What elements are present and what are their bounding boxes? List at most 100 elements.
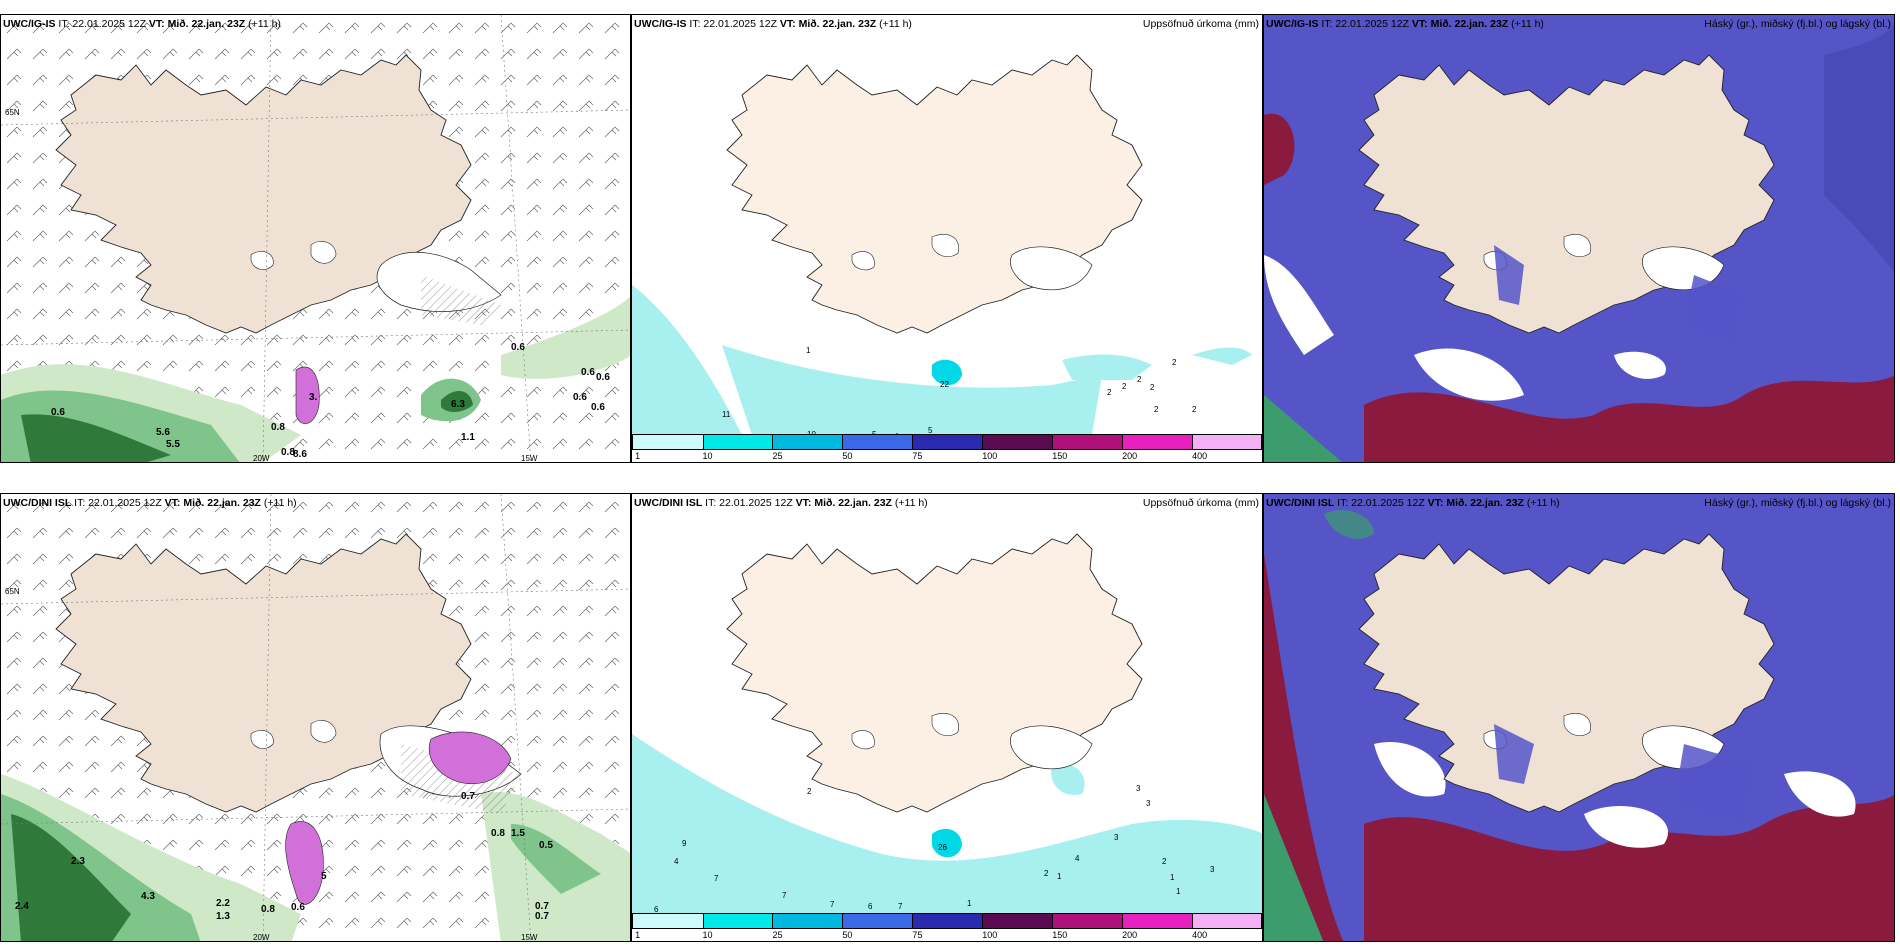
lon-label: 15W — [521, 454, 538, 463]
precip-label: 1 — [806, 346, 811, 355]
precip-label: 6 — [868, 902, 873, 911]
colorbar: 1 10 25 50 75 100 150 200 400 — [632, 913, 1262, 941]
wind-label: 2.3 — [71, 856, 85, 867]
precip-label: 2 — [1154, 405, 1159, 414]
precip-label: 1 — [967, 899, 972, 908]
wind-map: 65N 20W 15W 3. 0.6 5.6 5.5 0.8 0.8 8.6 6… — [1, 15, 630, 463]
colorbar-tick: 25 — [772, 930, 783, 940]
colorbar-tick: 200 — [1122, 930, 1138, 940]
wind-label: 0.5 — [539, 840, 553, 851]
precip-label: 11 — [722, 410, 731, 419]
colorbar-tick: 100 — [982, 451, 998, 461]
precip-label: 7 — [898, 902, 903, 911]
wind-label: 0.7 — [535, 911, 549, 922]
wind-map: 65N 20W 15W 2.3 2.4 4.3 2.2 1.3 0.8 0.6 … — [1, 494, 630, 942]
precip-label: 3 — [1136, 784, 1141, 793]
wind-label: 0.6 — [51, 407, 65, 418]
cloud-map — [1264, 15, 1894, 462]
cloud-panel-top: UWC/IG-IS IT: 22.01.2025 12Z VT: Mið. 22… — [1263, 14, 1895, 463]
wind-label: 0.7 — [461, 791, 475, 802]
colorbar-tick: 100 — [982, 930, 998, 940]
precip-label: 6 — [654, 905, 659, 914]
wind-label: 0.6 — [596, 372, 610, 383]
precip-label: 4 — [1075, 854, 1080, 863]
colorbar-tick: 200 — [1122, 451, 1138, 461]
precip-label: 26 — [938, 843, 947, 852]
precip-label: 2 — [1150, 383, 1155, 392]
precip-label: 3 — [1114, 833, 1119, 842]
precip-label: 4 — [674, 857, 679, 866]
cloud-title: Háský (gr.), miðský (fj.bl.) og lágský (… — [1704, 497, 1891, 509]
wind-label: 5.6 — [156, 427, 170, 438]
colorbar-tick: 10 — [702, 930, 713, 940]
wind-label: 0.8 — [271, 422, 285, 433]
lat-label: 65N — [5, 587, 20, 596]
panel-header: UWC/DINI ISL IT: 22.01.2025 12Z VT: Mið.… — [3, 497, 297, 509]
colorbar-tick: 400 — [1192, 930, 1208, 940]
wind-label: 1.1 — [461, 432, 475, 443]
precip-label: 7 — [714, 874, 719, 883]
wind-label: 4.3 — [141, 891, 155, 902]
colorbar-tick: 150 — [1052, 930, 1068, 940]
wind-label: 0.6 — [581, 367, 595, 378]
precip-label: 2 — [807, 787, 812, 796]
colorbar-tick: 25 — [772, 451, 783, 461]
wind-panel-bottom: UWC/DINI ISL IT: 22.01.2025 12Z VT: Mið.… — [0, 493, 631, 942]
wind-label: 0.6 — [291, 902, 305, 913]
precip-label: 3 — [1146, 799, 1151, 808]
precip-map: 9 4 7 6 7 7 6 7 1 2 3 3 3 4 1 1 2 3 1 2 … — [632, 533, 1262, 914]
precip-label: 22 — [940, 380, 949, 389]
precip-label: 5 — [928, 426, 933, 435]
precip-title: Uppsöfnuð úrkoma (mm) — [1142, 497, 1259, 509]
wind-label: 8.6 — [293, 449, 307, 460]
colorbar-tick: 75 — [912, 930, 923, 940]
precip-label: 1 — [1057, 872, 1062, 881]
wind-label: 3. — [309, 392, 318, 403]
colorbar-tick: 50 — [842, 930, 853, 940]
precip-map: 11 10 5 4 5 1 22 2 2 2 2 2 2 2 — [632, 54, 1252, 441]
lat-label: 65N — [5, 108, 20, 117]
wind-label: 6.3 — [451, 399, 465, 410]
precip-label: 2 — [1107, 388, 1112, 397]
wind-label: 1.5 — [511, 828, 525, 839]
colorbar-tick: 150 — [1052, 451, 1068, 461]
wind-label: 2.4 — [15, 901, 29, 912]
precip-label: 2 — [1172, 358, 1177, 367]
precip-label: 2 — [1192, 405, 1197, 414]
cloud-title: Háský (gr.), miðský (fj.bl.) og lágský (… — [1704, 18, 1891, 30]
colorbar-tick: 1 — [635, 451, 641, 461]
precip-label: 3 — [1210, 865, 1215, 874]
precip-label: 1 — [1176, 887, 1181, 896]
wind-label: 1.3 — [216, 911, 230, 922]
wind-label: 2.2 — [216, 898, 230, 909]
panel-header: UWC/IG-IS IT: 22.01.2025 12Z VT: Mið. 22… — [3, 18, 281, 30]
lon-label: 20W — [253, 454, 270, 463]
precip-title: Uppsöfnuð úrkoma (mm) — [1142, 18, 1259, 30]
wind-label: 0.6 — [511, 342, 525, 353]
cloud-map — [1264, 494, 1894, 941]
precip-label: 7 — [782, 891, 787, 900]
wind-panel-top: UWC/IG-IS IT: 22.01.2025 12Z VT: Mið. 22… — [0, 14, 631, 463]
precip-label: 7 — [830, 900, 835, 909]
cloud-panel-bottom: UWC/DINI ISL IT: 22.01.2025 12Z VT: Mið.… — [1263, 493, 1895, 942]
precip-label: 2 — [1162, 857, 1167, 866]
precip-label: 9 — [682, 839, 687, 848]
colorbar-tick: 400 — [1192, 451, 1208, 461]
colorbar-tick: 1 — [635, 930, 641, 940]
wind-label: 5.5 — [166, 439, 180, 450]
panel-header: UWC/DINI ISL IT: 22.01.2025 12Z VT: Mið.… — [1266, 497, 1560, 509]
panel-header: UWC/IG-IS IT: 22.01.2025 12Z VT: Mið. 22… — [634, 18, 912, 30]
lon-label: 20W — [253, 933, 270, 942]
wind-label: 0.6 — [591, 402, 605, 413]
precip-label: 2 — [1122, 382, 1127, 391]
precip-panel-bottom: UWC/DINI ISL IT: 22.01.2025 12Z VT: Mið.… — [631, 493, 1263, 942]
precip-label: 2 — [1137, 375, 1142, 384]
panel-header: UWC/IG-IS IT: 22.01.2025 12Z VT: Mið. 22… — [1266, 18, 1544, 30]
wind-label: 0.7 — [535, 901, 549, 912]
panel-header: UWC/DINI ISL IT: 22.01.2025 12Z VT: Mið.… — [634, 497, 928, 509]
colorbar-tick: 50 — [842, 451, 853, 461]
wind-label: 0.8 — [261, 904, 275, 915]
colorbar: 1 10 25 50 75 100 150 200 400 — [632, 434, 1262, 462]
wind-label: 5 — [321, 871, 327, 882]
lon-label: 15W — [521, 933, 538, 942]
